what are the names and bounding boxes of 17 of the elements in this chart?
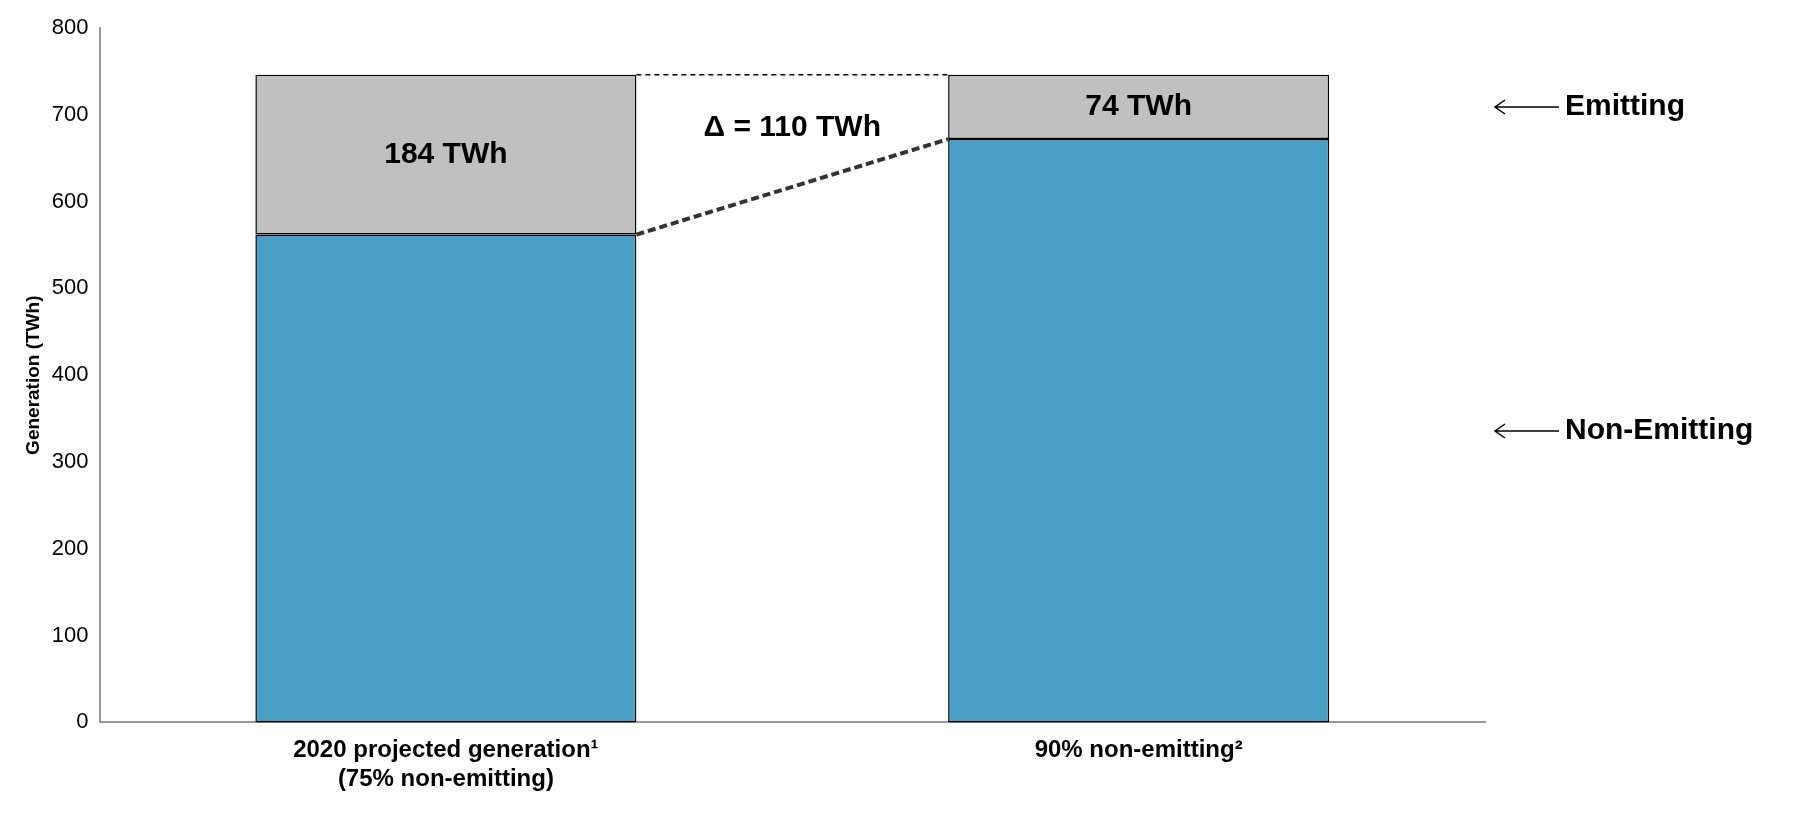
text: Emitting xyxy=(1565,88,1685,122)
y-tick-label: 100 xyxy=(51,621,89,647)
x-tick-label: 90% non-emitting² xyxy=(1034,735,1243,763)
data-label: 74 TWh xyxy=(1085,88,1192,122)
y-tick-label: 800 xyxy=(51,14,89,40)
y-tick-label: 600 xyxy=(51,187,89,213)
text: Non-Emitting xyxy=(1565,412,1754,446)
y-tick-label: 0 xyxy=(76,708,89,734)
y-tick-label: 300 xyxy=(51,448,89,474)
y-tick-label: 500 xyxy=(51,274,89,300)
y-tick-label: 700 xyxy=(51,100,89,126)
data-label: 184 TWh xyxy=(384,135,508,169)
x-tick-label: 2020 projected generation¹ (75% non-emitting) xyxy=(293,735,599,792)
annotation: Δ = 110 TWh xyxy=(703,109,881,143)
y-axis-title: Generation (TWh) xyxy=(21,295,43,455)
y-tick-label: 400 xyxy=(51,361,89,387)
y-tick-label: 200 xyxy=(51,534,89,560)
